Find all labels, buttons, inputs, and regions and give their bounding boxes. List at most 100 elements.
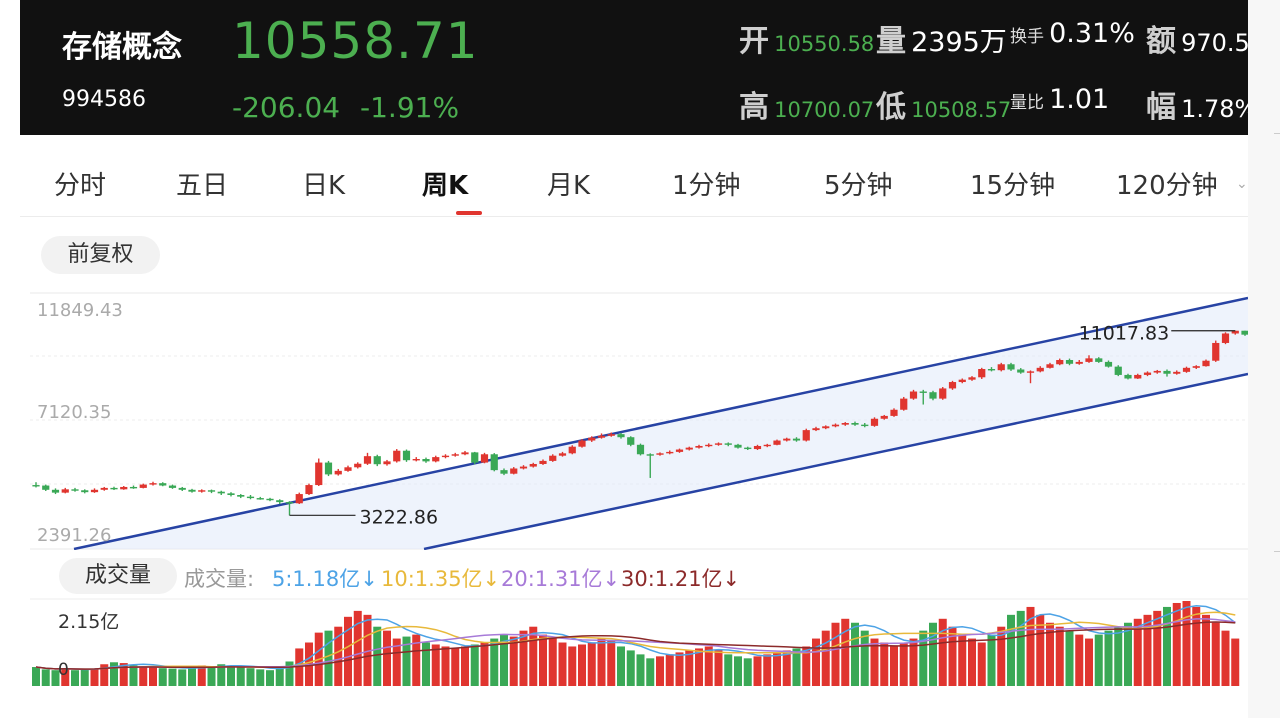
candle	[968, 376, 976, 381]
candle-body	[627, 437, 635, 445]
tab-intraday[interactable]: 分时	[54, 171, 107, 201]
tab-five-day[interactable]: 五日	[176, 171, 229, 201]
candle	[812, 426, 820, 432]
volume-button[interactable]: 成交量	[59, 558, 177, 594]
quote-header: 存储概念 994586 10558.71 -206.04 -1.91% 开 10…	[20, 0, 1248, 135]
tab-daily-k[interactable]: 日K	[302, 171, 346, 201]
tab-weekly-k[interactable]: 周K	[422, 171, 469, 201]
tab-1min[interactable]: 1分钟	[672, 171, 741, 201]
ma30-line	[35, 621, 1236, 670]
adjust-button[interactable]: 前复权	[41, 236, 160, 274]
candle-body	[1173, 371, 1181, 374]
tab-monthly-k[interactable]: 月K	[547, 171, 591, 201]
candle-body	[32, 485, 40, 487]
candle	[256, 496, 264, 500]
volume-bar	[529, 626, 538, 686]
candle	[578, 439, 586, 448]
volume-bar	[548, 638, 557, 686]
tab-120min[interactable]: 120分钟	[1116, 171, 1218, 201]
candle	[1104, 360, 1113, 368]
candle	[705, 443, 713, 448]
candle-body	[149, 483, 157, 485]
volume-max-label: 2.15亿	[58, 611, 120, 633]
tab-5min[interactable]: 5分钟	[824, 171, 893, 201]
candle	[1026, 370, 1035, 384]
volume-bar	[1202, 614, 1210, 686]
candle	[178, 486, 186, 491]
candle-body	[1153, 370, 1161, 373]
volume-bar	[568, 646, 577, 686]
candle	[744, 446, 752, 451]
candle-body	[276, 500, 284, 503]
candle-body	[753, 445, 762, 450]
candle-body	[812, 428, 820, 431]
candle-body	[1095, 358, 1103, 362]
volume-title: 成交量:	[184, 567, 255, 591]
volume-chart[interactable]	[30, 598, 1248, 688]
candle	[900, 396, 908, 411]
volume-bar	[763, 654, 772, 686]
volume-bar	[139, 666, 148, 686]
high-label: 高	[739, 90, 769, 125]
candle	[305, 483, 313, 496]
volume-bar	[1075, 634, 1084, 686]
candle-body	[695, 445, 703, 448]
scroll-edge	[1248, 0, 1280, 718]
candle	[149, 481, 157, 486]
volume-bar	[41, 669, 50, 686]
candle	[695, 444, 703, 449]
ma10-label: 10:1.35亿↓	[381, 567, 501, 591]
candle-body	[773, 440, 781, 445]
volume-bar	[1231, 638, 1240, 686]
volume-bar	[470, 644, 479, 686]
ma5-label: 5:1.18亿↓	[272, 567, 378, 591]
candle	[978, 367, 986, 379]
candle	[344, 465, 352, 472]
candle-body	[383, 461, 391, 465]
candle-body	[1163, 370, 1171, 374]
candle-body	[558, 453, 567, 456]
candle-body	[549, 455, 557, 461]
candlestick-chart[interactable]: 3222.86 11017.83	[30, 292, 1248, 550]
volume-label: 量	[876, 24, 906, 59]
candle-body	[1046, 364, 1054, 368]
last-price: 10558.71	[232, 12, 479, 70]
candle	[1007, 362, 1015, 371]
volume-bar	[71, 670, 79, 686]
candle-body	[237, 495, 245, 497]
candle	[295, 492, 303, 505]
turnover-stat: 换手 0.31%	[1010, 18, 1135, 49]
candle-body	[178, 487, 186, 490]
candle	[861, 423, 869, 428]
tab-15min[interactable]: 15分钟	[970, 171, 1056, 201]
volume-bar	[899, 642, 908, 686]
volume-bar	[724, 654, 733, 686]
open-stat: 开 10550.58	[739, 16, 874, 60]
candle	[100, 486, 108, 491]
volume-bar	[1016, 610, 1025, 686]
candle-body	[500, 470, 508, 474]
candle-body	[939, 388, 947, 399]
candle	[334, 468, 342, 476]
candle	[198, 489, 206, 493]
chevron-down-icon[interactable]: ⌄	[1236, 176, 1248, 192]
candle	[734, 443, 742, 449]
candle-body	[471, 452, 479, 463]
candle	[1163, 369, 1171, 377]
candle	[549, 454, 557, 462]
volume-bar	[383, 630, 391, 686]
candle	[1192, 365, 1200, 370]
vol-ratio-value: 1.01	[1049, 84, 1110, 115]
open-value: 10550.58	[774, 32, 875, 56]
candle-body	[139, 484, 147, 488]
volume-bar	[607, 640, 616, 686]
volume-bar	[61, 668, 70, 686]
candle	[363, 452, 372, 465]
candle-body	[666, 451, 674, 454]
candle	[822, 425, 830, 430]
volume-bar	[80, 669, 89, 686]
candle	[324, 460, 333, 477]
stock-code: 994586	[62, 87, 146, 112]
candle	[890, 408, 898, 417]
volume-bar	[100, 664, 109, 686]
